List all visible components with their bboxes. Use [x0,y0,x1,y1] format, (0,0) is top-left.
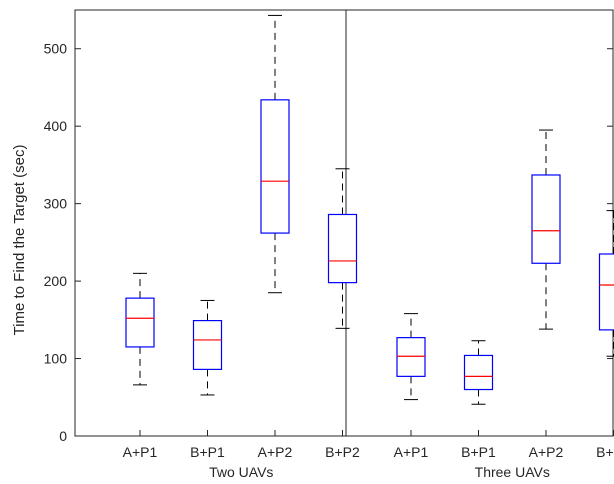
x-tick-label: A+P2 [529,444,564,460]
box-2-2 [463,340,494,405]
group-label: Two UAVs [209,464,273,480]
iqr-box [598,253,614,331]
panel-frame-1 [74,9,347,437]
box-plot-marks [125,14,614,405]
box-1-2 [192,299,223,396]
box-2-1 [396,313,426,401]
box-1-3 [260,14,290,294]
x-tick-label: B+P1 [461,444,496,460]
group-label: Three UAVs [475,464,550,480]
iqr-box [260,99,290,234]
x-tick-label: A+P1 [123,444,158,460]
x-tick-label: B+P2 [325,444,360,460]
x-tick-label: B+P1 [190,444,225,460]
box-2-4 [598,210,614,357]
y-tick-label: 100 [44,351,68,367]
iqr-box [396,337,426,377]
y-axis-title: Time to Find the Target (sec) [11,145,28,336]
iqr-box [192,319,223,370]
y-tick-label: 200 [44,273,68,289]
x-tick-label: A+P1 [394,444,429,460]
box-1-1 [125,272,155,386]
y-tick-label: 300 [44,196,68,212]
iqr-box [327,213,358,284]
box-2-3 [531,129,561,330]
x-tick-label: A+P2 [258,444,293,460]
box-1-4 [327,168,358,329]
iqr-box [531,174,561,264]
iqr-box [463,354,494,391]
y-tick-label: 500 [44,41,68,57]
iqr-box [125,297,155,348]
y-tick-label: 0 [59,428,67,444]
axis-labels: 0 100 200 300 400 500 A+P1 B+P1 A+P2 B+P2 Two UAVs… [44,41,614,480]
x-tick-label: B+P2 [596,444,614,460]
y-tick-label: 400 [44,118,68,134]
